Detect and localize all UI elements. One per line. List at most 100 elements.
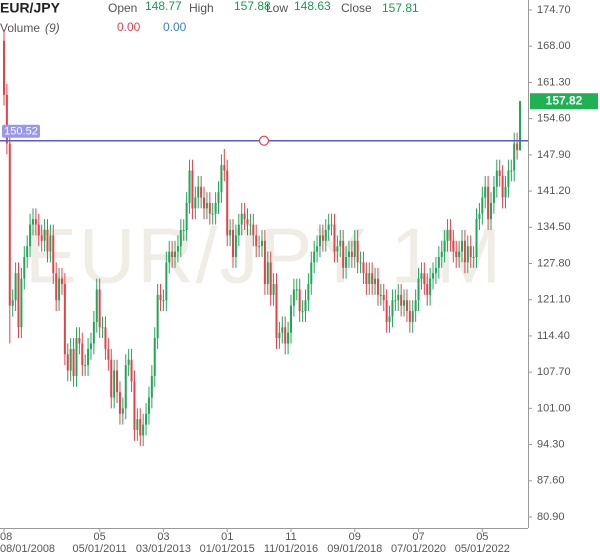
candle-body [98,289,101,328]
y-tick-label: 134.50 [537,221,571,233]
candle-body [289,305,292,333]
candle-body [420,273,423,279]
x-tick-label: 07/01/2020 [391,543,446,555]
candle-body [440,251,443,258]
candle-body [394,300,397,302]
candle-body [269,262,272,295]
candle-body [350,251,353,258]
candle-body [133,381,136,430]
candle-body [481,197,484,214]
candle-body [461,240,464,252]
candle-body [104,327,107,349]
candle-body [287,332,290,344]
candle-body [188,170,191,203]
candle-body [391,300,394,317]
candle-body [63,284,66,355]
candle-body [26,246,29,258]
candle-body [176,246,179,252]
candle-body [43,229,46,241]
candle-body [136,419,139,430]
candle-body [150,375,153,398]
x-tick-label: 11/01/2016 [264,543,318,555]
candle-body [385,300,388,322]
candle-body [78,338,81,344]
candle-body [165,262,168,301]
candle-body [113,370,116,398]
candle-body [153,338,156,376]
open-value: 148.77 [145,0,182,13]
candle-body [281,327,284,333]
close-value: 157.81 [382,1,419,15]
candle-body [478,213,481,220]
y-tick-label: 174.70 [537,4,571,16]
candle-body [405,300,408,312]
candle-body [353,240,356,258]
candle-body [266,262,269,285]
candle-body [278,332,281,339]
candle-body [495,170,498,187]
candle-body [400,294,403,306]
candle-body [156,294,159,339]
candle-body [3,40,5,95]
x-tick-label: 09/01/2018 [327,543,382,555]
candle-body [185,202,188,230]
candle-body [72,348,75,376]
candle-body [29,224,32,247]
x-tick-label: 08/01/2008 [0,543,55,555]
candle-body [452,240,455,252]
candle-body [168,251,171,263]
candle-body [379,294,382,296]
volume-value: 0.00 [117,20,141,34]
x-tick-label: 03/01/2013 [136,543,191,555]
candle-body [292,289,295,306]
candle-body [69,348,72,371]
candle-body [234,235,237,258]
candle-body [34,219,37,225]
candle-body [214,202,217,214]
candle-body [324,229,327,241]
candle-body [142,424,145,436]
y-tick-label: 101.00 [537,402,571,414]
candle-body [107,348,110,360]
candle-body [232,229,235,258]
candle-body [139,419,142,436]
symbol: EUR/JPY [0,0,61,16]
candle-body [130,359,133,382]
low-label: Low [266,1,288,15]
x-tick-month: 07 [412,531,424,543]
candle-body [203,197,206,209]
candle-body [81,343,84,366]
candle-body [411,311,414,322]
candle-body [116,370,119,393]
high-value: 157.88 [234,0,271,13]
x-tick-label: 05/01/2011 [73,543,127,555]
candle-body [145,413,148,425]
candle-body [174,251,177,258]
candle-body [60,278,63,285]
candle-body [40,235,43,241]
candle-body [333,224,336,252]
candle-body [194,197,197,209]
candle-body [147,397,150,414]
candle-body [434,267,437,274]
price-line-label: 150.52 [4,126,38,138]
candle-body [437,257,440,268]
candle-body [504,186,507,198]
candle-body [55,273,58,301]
candle-body [11,300,14,306]
x-tick-month: 05 [476,531,488,543]
candle-body [5,94,8,144]
candle-body [272,284,275,295]
y-tick-label: 87.60 [537,475,565,487]
candle-body [298,289,301,312]
candle-body [362,262,365,274]
candle-body [382,294,385,301]
candle-body [492,186,495,203]
candle-body [101,327,104,329]
candle-body [14,273,17,301]
candle-body [426,284,429,295]
candle-body [31,219,34,225]
candle-body [95,289,98,322]
low-value: 148.63 [294,0,331,13]
x-tick-month: 11 [285,531,296,543]
